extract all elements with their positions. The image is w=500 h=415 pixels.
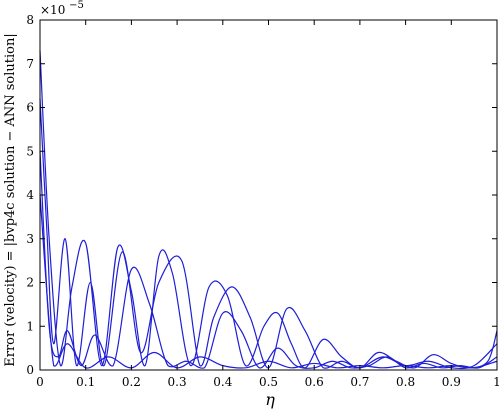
series-line-3	[39, 151, 498, 369]
x-tick-label: 0.6	[305, 375, 324, 389]
x-tick-label: 0.2	[122, 375, 141, 389]
x-tick-label: 0	[36, 375, 44, 389]
axes-layer	[39, 19, 498, 371]
x-tick-label: 0.8	[396, 375, 415, 389]
x-axis-label: η	[265, 390, 275, 409]
y-tick-label: 8	[26, 13, 34, 27]
y-tick-label: 1	[26, 319, 34, 333]
y-tick-label: 0	[26, 363, 34, 377]
y-axis-label: Error (velocity) = |bvp4c solution − ANN…	[3, 33, 18, 367]
x-tick-label: 0.4	[213, 375, 232, 389]
y-multiplier: ×10 −5	[40, 0, 84, 17]
x-tick-label: 0.1	[76, 375, 95, 389]
y-tick-label: 2	[26, 276, 34, 290]
y-tick-label: 6	[26, 101, 34, 115]
y-tick-label: 7	[26, 57, 34, 71]
x-tick-label: 0.3	[168, 375, 187, 389]
y-tick-label: 5	[26, 144, 34, 158]
y-tick-label: 3	[26, 232, 34, 246]
x-tick-label: 0.9	[442, 375, 461, 389]
ticks-layer: 0 0.1 0.2 0.3 0.4 0.5 0.6 0.7 0.8 0.9 1 0 1 2 3 4 5 6 7 8	[26, 13, 500, 389]
x-tick-label: 0.5	[259, 375, 278, 389]
x-tick-label: 0.7	[350, 375, 369, 389]
y-multiplier-exponent: −5	[69, 0, 84, 11]
y-tick-label: 4	[26, 188, 34, 202]
plot-frame	[39, 19, 498, 371]
series-layer	[39, 50, 498, 370]
x-tick-label: 1	[493, 375, 500, 389]
series-line-1	[39, 50, 498, 369]
y-multiplier-base: ×10	[40, 3, 65, 17]
